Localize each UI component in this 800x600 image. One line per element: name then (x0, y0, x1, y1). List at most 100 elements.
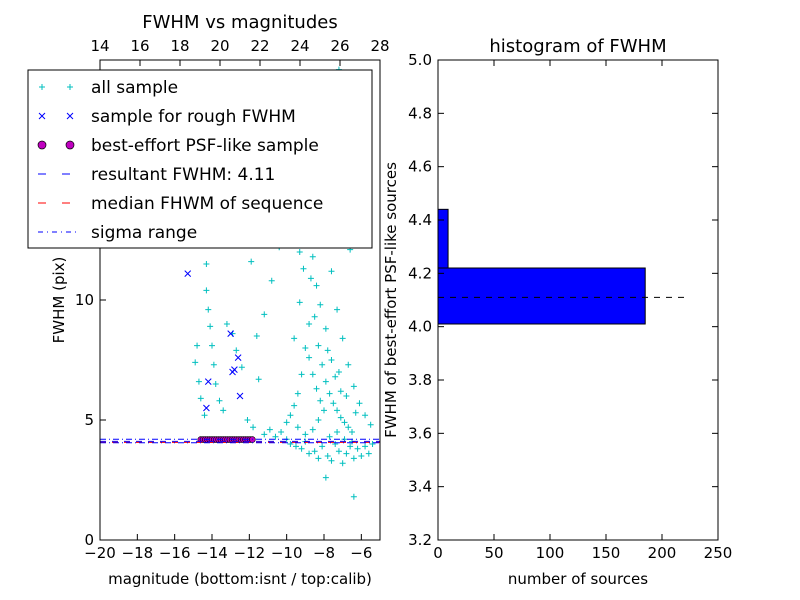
all-sample-point (313, 282, 320, 289)
x-tick-label: −14 (196, 544, 228, 562)
all-sample-point (203, 261, 210, 267)
all-sample-point (339, 460, 346, 467)
histogram-x-label: number of sources (508, 570, 648, 588)
all-sample-point (328, 357, 335, 363)
all-sample-point (306, 450, 313, 457)
all-sample-point (367, 421, 374, 428)
hist-x-tick-label: 150 (592, 544, 621, 562)
x-tick-label: −12 (234, 544, 266, 562)
all-sample-point (272, 433, 279, 440)
histogram-bar (437, 208, 449, 269)
all-sample-point (365, 450, 372, 457)
hist-y-tick-label: 5.0 (408, 51, 432, 69)
all-sample-point (306, 354, 313, 361)
all-sample-point (261, 311, 268, 318)
all-sample-point (335, 369, 342, 375)
all-sample-point (343, 393, 350, 399)
all-sample-point (322, 325, 329, 332)
all-sample-point (207, 323, 214, 330)
top-tick-label: 24 (290, 37, 309, 55)
all-sample-point (362, 443, 369, 450)
top-tick-label: 22 (250, 37, 269, 55)
all-sample-point (223, 321, 230, 327)
top-tick-label: 20 (210, 37, 229, 55)
all-sample-point (362, 412, 369, 419)
x-tick-label: −10 (271, 544, 303, 562)
all-sample-point (293, 443, 299, 450)
hist-x-tick-label: 0 (433, 544, 443, 562)
all-sample-point (317, 301, 324, 308)
x-tick-label: −6 (350, 544, 372, 562)
all-sample-point (319, 361, 326, 368)
legend-x-icon (38, 112, 46, 120)
rough-fwhm-point (234, 354, 242, 361)
all-sample-point (334, 306, 341, 313)
scatter-title: FWHM vs magnitudes (142, 12, 337, 33)
hist-y-tick-label: 3.4 (408, 478, 432, 496)
all-sample-point (203, 287, 210, 294)
top-tick-label: 26 (330, 37, 349, 55)
all-sample-point (334, 407, 341, 414)
top-tick-label: 14 (90, 37, 109, 55)
all-sample-point (291, 335, 298, 342)
all-sample-point (343, 450, 350, 457)
all-sample-point (294, 390, 301, 397)
legend-label: best-effort PSF-like sample (91, 136, 319, 156)
hist-x-tick-label: 50 (484, 544, 503, 562)
all-sample-point (309, 371, 316, 378)
legend-label: resultant FWHM: 4.11 (91, 165, 275, 185)
x-tick-label: −8 (313, 544, 335, 562)
all-sample-point (216, 397, 223, 404)
y-tick-label: 5 (84, 411, 94, 429)
hist-y-tick-label: 4.2 (408, 264, 432, 282)
legend-label: median FHWM of sequence (91, 194, 323, 214)
all-sample-point (326, 433, 333, 440)
hist-y-tick-label: 4.6 (408, 158, 432, 176)
hist-x-tick-label: 250 (704, 544, 733, 562)
hist-y-tick-label: 4.4 (408, 211, 432, 229)
all-sample-point (321, 407, 327, 414)
all-sample-point (309, 426, 316, 433)
all-sample-point (326, 390, 333, 397)
all-sample-point (369, 441, 376, 447)
legend-x-icon (66, 112, 74, 120)
all-sample-point (322, 474, 329, 481)
all-sample-point (298, 445, 305, 452)
all-sample-point (298, 371, 305, 378)
histogram-y-label: FWHM of best-effort PSF-like sources (382, 162, 400, 438)
top-tick-label: 18 (170, 37, 189, 55)
all-sample-point (324, 453, 331, 459)
all-sample-point (238, 364, 245, 371)
rough-fwhm-point (203, 404, 210, 412)
all-sample-point (313, 385, 320, 392)
all-sample-point (278, 429, 285, 435)
all-sample-point (194, 342, 201, 349)
all-sample-point (311, 313, 318, 320)
all-sample-point (244, 417, 251, 423)
all-sample-point (350, 493, 357, 500)
all-sample-point (334, 429, 341, 435)
all-sample-point (352, 409, 359, 416)
all-sample-point (337, 388, 344, 395)
hist-y-tick-label: 3.8 (408, 371, 432, 389)
all-sample-point (345, 424, 352, 431)
legend: all sample sample for rough FWHM best-effo… (27, 69, 373, 249)
top-tick-label: 28 (370, 37, 389, 55)
all-sample-point (248, 258, 255, 265)
all-sample-point (322, 378, 329, 385)
all-sample-point (212, 381, 219, 387)
all-sample-point (337, 414, 344, 421)
legend-circle-icon (65, 140, 75, 150)
all-sample-point (195, 378, 202, 385)
all-sample-point (339, 335, 346, 342)
rough-fwhm-point (236, 392, 244, 400)
histogram-frame (437, 59, 719, 541)
all-sample-point (302, 431, 309, 438)
all-sample-point (296, 299, 303, 306)
rough-fwhm-point (227, 330, 235, 337)
x-tick-label: −20 (84, 544, 116, 562)
all-sample-point (356, 400, 363, 407)
legend-circle-icon (37, 140, 47, 150)
legend-plus-icon (39, 84, 45, 90)
all-sample-point (197, 395, 204, 402)
